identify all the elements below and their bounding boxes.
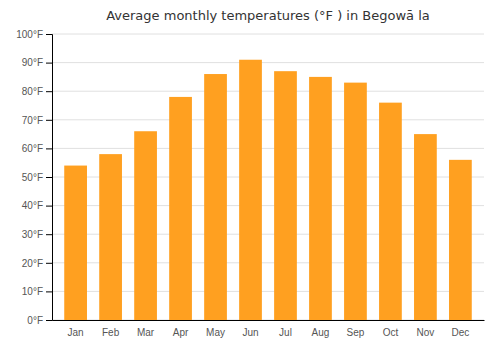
tick-label: 10°F	[22, 286, 43, 297]
tick-label: Nov	[417, 327, 435, 338]
chart: 0°F 10°F 20°F 30°F 40°F 50°F 60°F 70°F 80°F 90°F 1…	[0, 0, 500, 350]
tick-label: Dec	[451, 327, 469, 338]
tick-mark	[46, 148, 52, 149]
tick: 50°F	[22, 172, 52, 183]
tick: Feb	[102, 327, 120, 338]
tick-label: 40°F	[22, 200, 43, 211]
bar	[449, 160, 472, 320]
bar	[134, 131, 157, 320]
tick-label: 50°F	[22, 172, 43, 183]
bar	[239, 60, 262, 320]
tick-label: Jul	[279, 327, 292, 338]
tick-label: 20°F	[22, 258, 43, 269]
tick: Aug	[312, 327, 330, 338]
tick: Oct	[383, 327, 399, 338]
bar	[379, 103, 402, 320]
axis-line	[46, 35, 53, 321]
tick: Sep	[347, 327, 365, 338]
plot: 0°F 10°F 20°F 30°F 40°F 50°F 60°F 70°F 80°F 90°F 1…	[16, 29, 484, 338]
grid	[52, 34, 484, 320]
tick: 90°F	[22, 57, 52, 68]
tick: Jun	[242, 327, 258, 338]
tick-label: 60°F	[22, 143, 43, 154]
tick-mark	[46, 320, 52, 321]
tick-label: Jun	[242, 327, 258, 338]
tick-label: 80°F	[22, 86, 43, 97]
tick-label: 70°F	[22, 115, 43, 126]
bar	[64, 166, 87, 320]
tick: 0°F	[27, 315, 52, 326]
grid-line	[52, 34, 484, 35]
tick-mark	[46, 91, 52, 92]
tick-label: 0°F	[27, 315, 43, 326]
axis-line	[53, 320, 485, 321]
bar	[274, 71, 297, 320]
tick: 30°F	[22, 229, 52, 240]
tick-label: Apr	[173, 327, 189, 338]
tick-mark	[46, 120, 52, 121]
tick-label: Mar	[137, 327, 155, 338]
bar	[309, 77, 332, 320]
bars	[64, 60, 472, 320]
tick-label: Feb	[102, 327, 120, 338]
tick: Jan	[68, 327, 84, 338]
tick: Dec	[451, 327, 469, 338]
grid-line	[52, 119, 484, 120]
bar	[344, 83, 367, 320]
tick-label: Sep	[347, 327, 365, 338]
tick-mark	[46, 291, 52, 292]
tick: 40°F	[22, 200, 52, 211]
tick-mark	[46, 263, 52, 264]
tick-label: May	[206, 327, 225, 338]
tick-label: Jan	[68, 327, 84, 338]
tick-label: 30°F	[22, 229, 43, 240]
tick: Nov	[417, 327, 435, 338]
tick-mark	[46, 177, 52, 178]
tick: May	[206, 327, 225, 338]
tick-label: Aug	[312, 327, 330, 338]
tick-mark	[46, 206, 52, 207]
tick: 60°F	[22, 143, 52, 154]
bar	[99, 154, 122, 320]
tick: 20°F	[22, 258, 52, 269]
grid-line	[52, 62, 484, 63]
bar	[414, 134, 437, 320]
title: Average monthly temperatures (°F ) in Be…	[106, 8, 430, 23]
tick: Apr	[173, 327, 189, 338]
bar	[169, 97, 192, 320]
tick-mark	[46, 234, 52, 235]
tick: 100°F	[16, 29, 52, 40]
tick-label: 90°F	[22, 57, 43, 68]
tick-label: 100°F	[16, 29, 43, 40]
y-axis: 0°F 10°F 20°F 30°F 40°F 50°F 60°F 70°F 80°F 90°F 1…	[16, 29, 52, 326]
tick-label: Oct	[383, 327, 399, 338]
tick: 80°F	[22, 86, 52, 97]
tick: Jul	[279, 327, 292, 338]
x-axis: Jan Feb Mar Apr May Jun Jul Aug Sep Oct Nov Dec	[53, 321, 485, 339]
bar	[204, 74, 227, 320]
tick-mark	[46, 34, 52, 35]
tick-mark	[46, 63, 52, 64]
grid-line	[52, 91, 484, 92]
tick: 70°F	[22, 115, 52, 126]
tick: Mar	[137, 327, 155, 338]
tick: 10°F	[22, 286, 52, 297]
